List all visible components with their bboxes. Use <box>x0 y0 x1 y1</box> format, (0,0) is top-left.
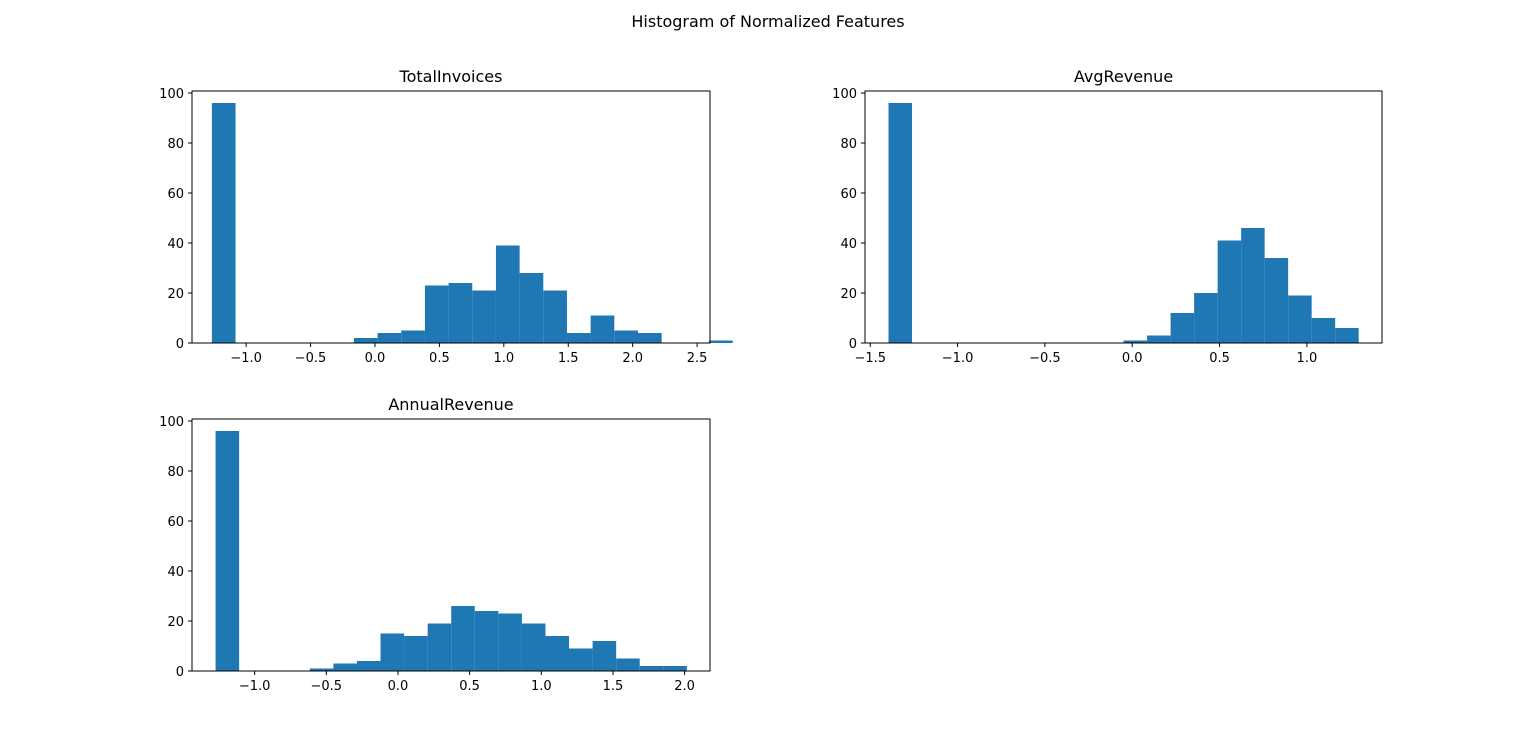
axes-frame <box>864 90 1383 344</box>
histogram-bar <box>639 666 664 671</box>
histogram-bar <box>1335 328 1359 343</box>
histogram-bar <box>614 330 638 343</box>
histogram-bar <box>1194 293 1218 343</box>
histogram-bar <box>888 103 913 343</box>
histogram-bar <box>1147 335 1171 343</box>
histogram-bar <box>309 668 334 671</box>
histogram-bar <box>424 285 449 343</box>
y-tick-label: 20 <box>840 287 857 302</box>
histogram-bar <box>495 245 520 343</box>
histogram-bar <box>427 623 452 671</box>
x-tick-label: 2.0 <box>674 679 695 694</box>
histogram-bar <box>569 648 593 671</box>
x-tick-label: 1.0 <box>1297 351 1318 366</box>
x-tick-label: 2.5 <box>687 351 708 366</box>
histogram-bar <box>545 636 570 671</box>
x-tick-label: −1.5 <box>854 351 886 366</box>
histogram-bar <box>1288 295 1312 343</box>
y-tick-label: 0 <box>176 337 184 352</box>
histogram-bar <box>592 641 617 671</box>
histogram-bar <box>401 330 425 343</box>
histogram-bar <box>616 658 640 671</box>
histogram-bar <box>1123 340 1148 343</box>
y-tick-label: 80 <box>167 465 184 480</box>
histogram-bar <box>404 636 428 671</box>
histogram-bar <box>1264 258 1289 343</box>
histogram-bar <box>1241 228 1265 343</box>
axes-frame <box>191 90 711 344</box>
x-tick-label: −1.0 <box>942 351 974 366</box>
panel-avg-revenue: −1.5 −1.0 −0.5 0.0 0.5 1.0 0 20 40 60 80 100 AvgReve… <box>832 67 1383 366</box>
histogram-bar <box>566 333 591 343</box>
x-tick-label: 0.0 <box>388 679 409 694</box>
y-tick-label: 100 <box>159 87 184 102</box>
panel-title: AvgRevenue <box>1074 67 1173 86</box>
y-tick-label: 20 <box>167 287 184 302</box>
y-tick-label: 0 <box>176 665 184 680</box>
x-tick-label: 2.0 <box>622 351 643 366</box>
y-tick-label: 40 <box>167 565 184 580</box>
y-tick-label: 80 <box>167 137 184 152</box>
x-tick-label: 0.5 <box>459 679 480 694</box>
x-tick-label: 1.5 <box>603 679 624 694</box>
histogram-bar <box>519 273 544 343</box>
y-tick-label: 0 <box>849 337 857 352</box>
x-tick-label: 0.5 <box>1209 351 1230 366</box>
y-tick-label: 40 <box>167 237 184 252</box>
histogram-bar <box>708 340 733 343</box>
histogram-bar <box>353 338 378 343</box>
x-tick-label: −0.5 <box>1029 351 1061 366</box>
histogram-bar <box>333 663 357 671</box>
panel-total-invoices: −1.0 −0.5 0.0 0.5 1.0 1.5 2.0 2.5 0 20 40 60 80 100 To… <box>159 67 733 366</box>
y-tick-label: 100 <box>832 87 857 102</box>
histogram-bar <box>498 613 522 671</box>
histogram-bar <box>637 333 662 343</box>
histogram-bar <box>380 633 405 671</box>
y-tick-label: 60 <box>840 187 857 202</box>
x-tick-label: 0.0 <box>1122 351 1143 366</box>
y-tick-label: 80 <box>840 137 857 152</box>
x-tick-label: 1.5 <box>558 351 579 366</box>
histogram-bar <box>448 283 473 343</box>
figure-title: Histogram of Normalized Features <box>631 12 905 31</box>
histogram-bar <box>211 103 236 343</box>
x-tick-label: −1.0 <box>239 679 271 694</box>
y-tick-label: 40 <box>840 237 857 252</box>
histogram-bar <box>377 333 402 343</box>
histogram-bar <box>1217 240 1242 343</box>
histogram-bar <box>521 623 546 671</box>
x-tick-label: 1.0 <box>531 679 552 694</box>
panel-title: TotalInvoices <box>399 67 503 86</box>
y-tick-label: 60 <box>167 187 184 202</box>
x-tick-label: −1.0 <box>230 351 262 366</box>
panel-title: AnnualRevenue <box>388 395 513 414</box>
histogram-bar <box>356 661 381 671</box>
axes-frame <box>191 418 711 672</box>
x-tick-label: 1.0 <box>493 351 514 366</box>
histogram-bar <box>474 611 499 671</box>
histogram-bar <box>451 606 475 671</box>
y-tick-label: 60 <box>167 515 184 530</box>
x-tick-label: −0.5 <box>295 351 327 366</box>
y-tick-label: 100 <box>159 415 184 430</box>
x-tick-label: 0.0 <box>365 351 386 366</box>
histogram-bar <box>1311 318 1336 343</box>
histogram-bar <box>543 290 567 343</box>
y-tick-label: 20 <box>167 615 184 630</box>
x-tick-label: 0.5 <box>429 351 450 366</box>
x-tick-label: −0.5 <box>311 679 343 694</box>
histogram-bar <box>1170 313 1195 343</box>
panel-annual-revenue: −1.0 −0.5 0.0 0.5 1.0 1.5 2.0 0 20 40 60 80 100 Annua… <box>159 395 711 694</box>
histogram-bar <box>215 431 240 671</box>
histogram-bar <box>472 290 496 343</box>
histogram-bar <box>590 315 615 343</box>
histogram-bar <box>663 666 687 671</box>
